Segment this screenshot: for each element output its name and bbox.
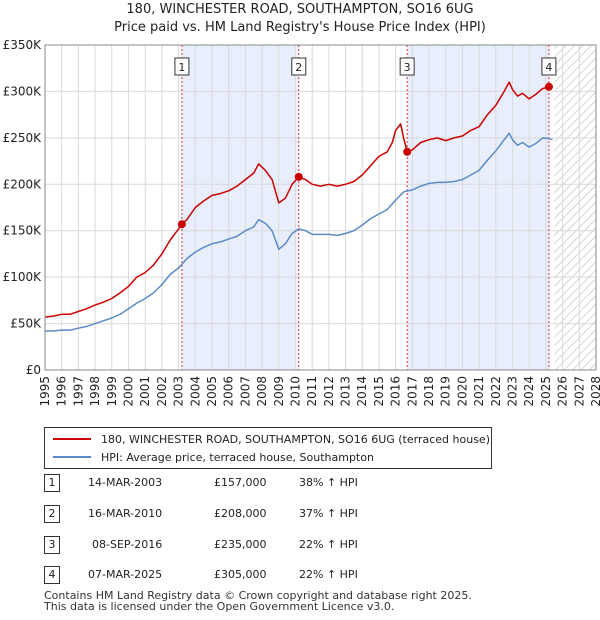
x-tick-label: 2007: [238, 376, 252, 407]
sale-label: 3: [404, 61, 411, 74]
footer-line: Contains HM Land Registry data © Crown c…: [44, 589, 472, 602]
transaction-price: £305,000: [214, 568, 267, 581]
y-tick-label: £50K: [10, 317, 42, 331]
x-tick-label: 2011: [305, 376, 319, 407]
transaction-number: 1: [44, 474, 60, 492]
sale-point: [544, 82, 553, 91]
legend-label-property: 180, WINCHESTER ROAD, SOUTHAMPTON, SO16 …: [101, 432, 490, 446]
sale-label-box: [174, 57, 190, 76]
transaction-hpi: 37% ↑ HPI: [299, 507, 358, 520]
series-line-property: [44, 81, 550, 318]
price-chart: 1 2 3 4 £0 £50K £100K £150K £200K £250K £300K £350K…: [3, 38, 600, 407]
footer-line: This data is licensed under the Open Gov…: [44, 600, 395, 613]
x-tick-label: 2008: [255, 376, 269, 407]
x-tick-label: 2009: [272, 376, 286, 407]
transaction-row: 3 08-SEP-2016 £235,000 22% ↑ HPI: [44, 536, 444, 556]
transaction-number: 3: [44, 536, 60, 554]
series-line-hpi: [45, 132, 553, 332]
transaction-date: 14-MAR-2003: [88, 476, 163, 489]
sale-label: 1: [178, 61, 185, 74]
x-tick-label: 2021: [472, 376, 486, 407]
x-tick-label: 1995: [38, 376, 52, 407]
transaction-row: 2 16-MAR-2010 £208,000 37% ↑ HPI: [44, 505, 444, 525]
x-tick-label: 2012: [322, 376, 336, 407]
x-tick-label: 1997: [71, 376, 85, 407]
y-tick-label: £350K: [3, 38, 43, 52]
x-tick-label: 2004: [188, 376, 202, 407]
sale-point: [177, 220, 186, 229]
legend-label-hpi: HPI: Average price, terraced house, Sout…: [101, 450, 374, 464]
x-tick-label: 2001: [138, 376, 152, 407]
transaction-hpi: 38% ↑ HPI: [299, 476, 358, 489]
transaction-price: £208,000: [214, 507, 267, 520]
legend-item-hpi: HPI: Average price, terraced house, Sout…: [45, 448, 374, 466]
x-tick-label: 2025: [539, 376, 553, 407]
y-tick-label: £200K: [3, 177, 43, 191]
x-tick-label: 2028: [589, 376, 600, 407]
transaction-row: 4 07-MAR-2025 £305,000 22% ↑ HPI: [44, 566, 444, 586]
x-tick-label: 2013: [339, 376, 353, 407]
y-tick-label: £300K: [3, 84, 43, 98]
sale-label-box: [291, 57, 307, 76]
plot-frame: [44, 44, 597, 371]
chart-subtitle: Price paid vs. HM Land Registry's House …: [114, 20, 486, 35]
x-tick-label: 2003: [172, 376, 186, 407]
x-tick-label: 2022: [489, 376, 503, 407]
legend-swatch-hpi: [53, 456, 91, 458]
footer: Contains HM Land Registry data © Crown c…: [44, 590, 472, 612]
chart-title: 180, WINCHESTER ROAD, SOUTHAMPTON, SO16 …: [126, 2, 474, 17]
transaction-price: £235,000: [214, 538, 267, 551]
x-tick-label: 1999: [105, 376, 119, 407]
y-tick-label: £150K: [3, 224, 43, 238]
transaction-row: 1 14-MAR-2003 £157,000 38% ↑ HPI: [44, 474, 444, 494]
transaction-hpi: 22% ↑ HPI: [299, 538, 358, 551]
x-tick-label: 2023: [506, 376, 520, 407]
x-tick-label: 2020: [455, 376, 469, 407]
transaction-number: 2: [44, 505, 60, 523]
y-tick-label: £0: [26, 363, 41, 377]
transaction-date: 16-MAR-2010: [88, 507, 163, 520]
x-tick-label: 2006: [222, 376, 236, 407]
x-tick-label: 1996: [55, 376, 69, 407]
x-tick-label: 2010: [288, 376, 302, 407]
x-tick-label: 2026: [556, 376, 570, 407]
sale-label: 2: [295, 61, 302, 74]
ownership-span: [407, 45, 549, 370]
x-tick-label: 2019: [439, 376, 453, 407]
transaction-hpi: 22% ↑ HPI: [299, 568, 358, 581]
legend-swatch-property: [53, 438, 91, 440]
y-tick-label: £100K: [3, 270, 43, 284]
sale-point: [294, 172, 303, 181]
sale-label-box: [541, 57, 557, 76]
x-tick-label: 2016: [389, 376, 403, 407]
ownership-span: [181, 45, 299, 370]
x-tick-label: 1998: [88, 376, 102, 407]
x-tick-label: 2002: [155, 376, 169, 407]
x-tick-label: 2018: [422, 376, 436, 407]
legend-item-property: 180, WINCHESTER ROAD, SOUTHAMPTON, SO16 …: [45, 430, 490, 448]
sale-label: 4: [545, 61, 552, 74]
x-tick-label: 2000: [121, 376, 135, 407]
x-tick-label: 2017: [405, 376, 419, 407]
x-tick-label: 2014: [355, 376, 369, 407]
y-tick-label: £250K: [3, 131, 43, 145]
x-tick-label: 2027: [572, 376, 586, 407]
transaction-date: 07-MAR-2025: [88, 568, 163, 581]
legend: 180, WINCHESTER ROAD, SOUTHAMPTON, SO16 …: [44, 427, 492, 469]
forecast-region: [554, 45, 596, 370]
transaction-price: £157,000: [214, 476, 267, 489]
x-tick-label: 2024: [522, 376, 536, 407]
x-tick-label: 2005: [205, 376, 219, 407]
sale-point: [403, 147, 412, 156]
transaction-date: 08-SEP-2016: [92, 538, 163, 551]
sale-label-box: [399, 57, 415, 76]
transaction-number: 4: [44, 566, 60, 584]
x-tick-label: 2015: [372, 376, 386, 407]
